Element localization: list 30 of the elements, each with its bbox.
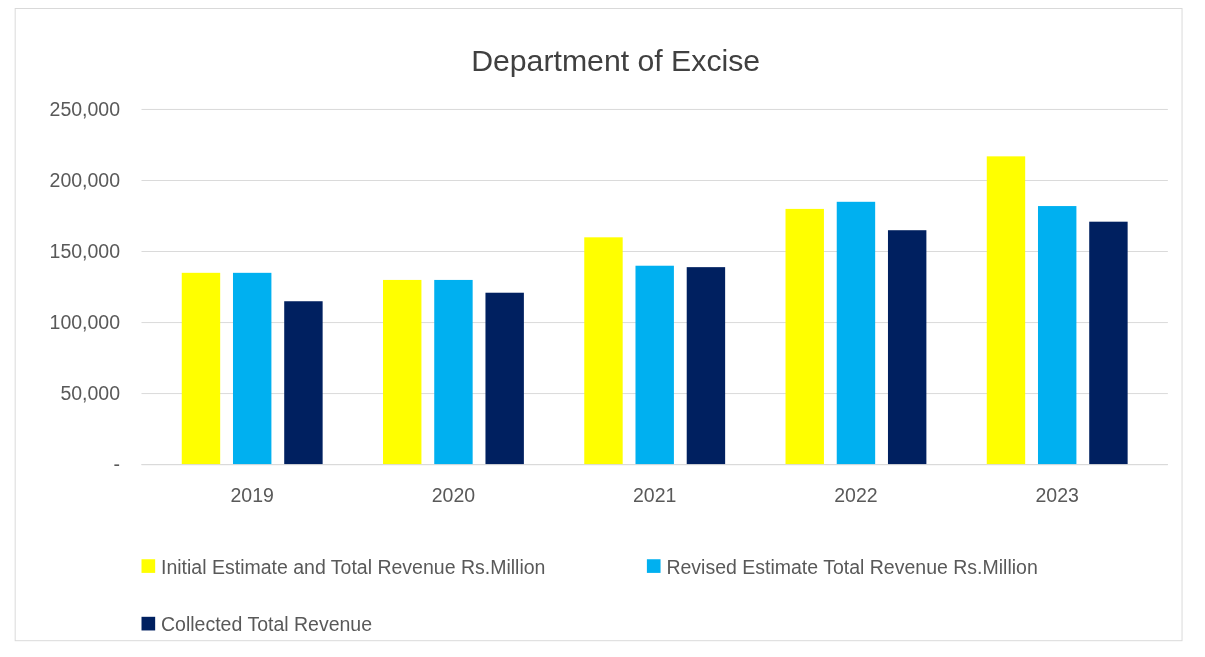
legend-label: Collected Total Revenue [161,613,373,636]
legend-label: Initial Estimate and Total Revenue Rs.Million [161,555,546,578]
bar [383,279,422,465]
x-tick-label: 2021 [633,483,677,506]
bar [887,230,927,465]
bar [986,156,1026,465]
bar [434,279,473,465]
chart-title: Department of Excise [471,44,761,78]
x-tick-label: 2022 [834,483,878,506]
bar [686,267,726,465]
bar [1089,221,1128,465]
legend-label: Revised Estimate Total Revenue Rs.Million [666,555,1038,578]
bar [232,272,272,465]
y-tick-label: 50,000 [60,382,121,405]
bar [1037,206,1077,465]
bar [584,237,623,465]
bar [785,208,824,465]
x-tick-label: 2019 [230,483,274,506]
x-tick-label: 2023 [1035,483,1079,506]
y-tick-label: 250,000 [49,98,121,121]
y-tick-label: 100,000 [49,311,121,334]
bar [284,301,323,465]
x-tick-label: 2020 [431,483,476,506]
y-tick-label: 150,000 [49,240,121,263]
y-tick-label: - [113,453,121,476]
bar [181,272,221,465]
bar [635,265,674,465]
bar [485,292,524,465]
bar [836,201,876,465]
y-tick-label: 200,000 [49,169,121,192]
